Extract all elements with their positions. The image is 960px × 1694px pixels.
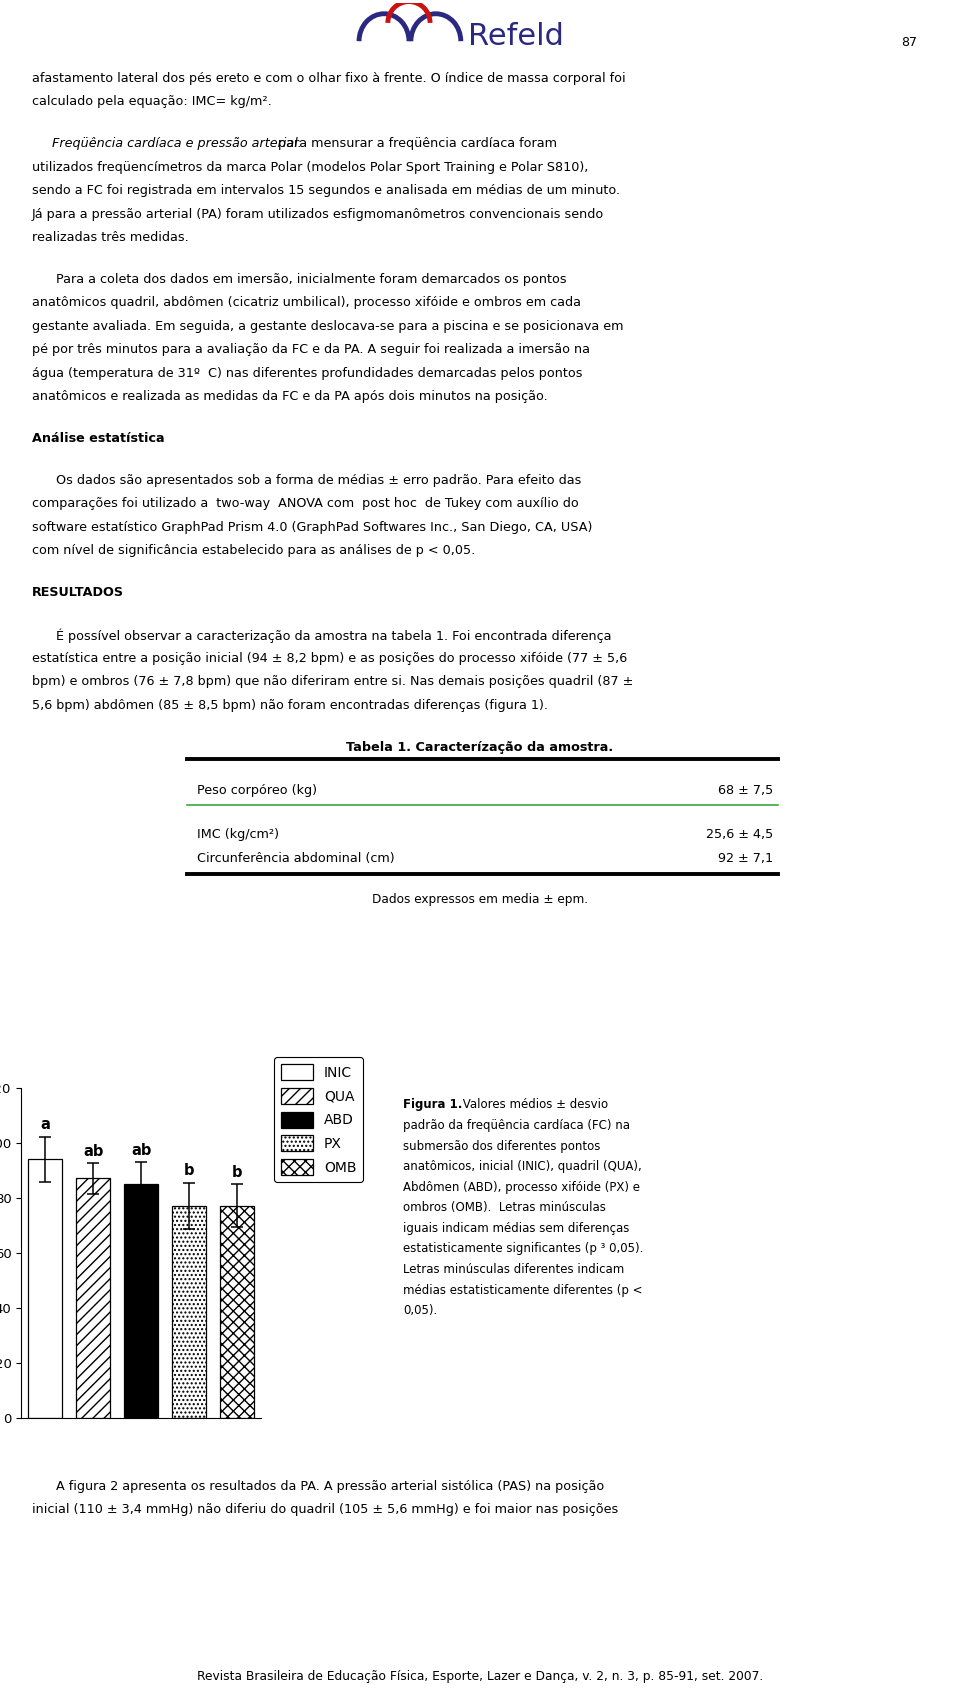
Text: ombros (OMB).  Letras minúsculas: ombros (OMB). Letras minúsculas	[403, 1201, 606, 1215]
Text: Revista Brasileira de Educação Física, Esporte, Lazer e Dança, v. 2, n. 3, p. 85: Revista Brasileira de Educação Física, E…	[197, 1670, 763, 1684]
Bar	[76, 1179, 110, 1418]
Text: Para a coleta dos dados em imersão, inicialmente foram demarcados os pontos: Para a coleta dos dados em imersão, inic…	[32, 273, 566, 286]
Text: 25,6 ± 4,5: 25,6 ± 4,5	[706, 828, 773, 840]
Text: estatisticamente significantes (p ³ 0,05).: estatisticamente significantes (p ³ 0,05…	[403, 1242, 643, 1255]
Text: submersão dos diferentes pontos: submersão dos diferentes pontos	[403, 1140, 601, 1152]
Text: software estatístico GraphPad Prism 4.0 (GraphPad Softwares Inc., San Diego, CA,: software estatístico GraphPad Prism 4.0 …	[32, 520, 592, 534]
Text: Abdômen (ABD), processo xifóide (PX) e: Abdômen (ABD), processo xifóide (PX) e	[403, 1181, 640, 1194]
Text: estatística entre a posição inicial (94 ± 8,2 bpm) e as posições do processo xif: estatística entre a posição inicial (94 …	[32, 652, 627, 664]
Text: iguais indicam médias sem diferenças: iguais indicam médias sem diferenças	[403, 1221, 630, 1235]
Text: anatômicos, inicial (INIC), quadril (QUA),: anatômicos, inicial (INIC), quadril (QUA…	[403, 1160, 642, 1174]
Text: Peso corpóreo (kg): Peso corpóreo (kg)	[197, 784, 317, 796]
Text: médias estatisticamente diferentes (p <: médias estatisticamente diferentes (p <	[403, 1284, 642, 1296]
Text: sendo a FC foi registrada em intervalos 15 segundos e analisada em médias de um : sendo a FC foi registrada em intervalos …	[32, 185, 620, 197]
Text: anatômicos e realizada as medidas da FC e da PA após dois minutos na posição.: anatômicos e realizada as medidas da FC …	[32, 390, 547, 403]
Text: É possível observar a caracterização da amostra na tabela 1. Foi encontrada dife: É possível observar a caracterização da …	[32, 628, 612, 644]
Text: b: b	[184, 1164, 194, 1179]
Legend: INIC, QUA, ABD, PX, OMB: INIC, QUA, ABD, PX, OMB	[274, 1057, 363, 1182]
Text: gestante avaliada. Em seguida, a gestante deslocava-se para a piscina e se posic: gestante avaliada. Em seguida, a gestant…	[32, 320, 623, 332]
Text: IMC (kg/cm²): IMC (kg/cm²)	[197, 828, 278, 840]
Text: pé por três minutos para a avaliação da FC e da PA. A seguir foi realizada a ime: pé por três minutos para a avaliação da …	[32, 344, 589, 356]
Text: Já para a pressão arterial (PA) foram utilizados esfigmomanômetros convencionais: Já para a pressão arterial (PA) foram ut…	[32, 208, 604, 220]
Text: Tabela 1. Caracterízação da amostra.: Tabela 1. Caracterízação da amostra.	[347, 740, 613, 754]
Text: 87: 87	[900, 36, 917, 49]
Text: comparações foi utilizado a  two-way  ANOVA com  post hoc  de Tukey com auxílio : comparações foi utilizado a two-way ANOV…	[32, 498, 579, 510]
Bar	[172, 1206, 206, 1418]
Text: b: b	[232, 1165, 242, 1181]
Text: A figura 2 apresenta os resultados da PA. A pressão arterial sistólica (PAS) na : A figura 2 apresenta os resultados da PA…	[32, 1481, 604, 1492]
Text: Os dados são apresentados sob a forma de médias ± erro padrão. Para efeito das: Os dados são apresentados sob a forma de…	[32, 474, 581, 488]
Text: afastamento lateral dos pés ereto e com o olhar fixo à frente. O índice de massa: afastamento lateral dos pés ereto e com …	[32, 73, 625, 85]
Text: Letras minúsculas diferentes indicam: Letras minúsculas diferentes indicam	[403, 1264, 624, 1276]
Text: calculado pela equação: IMC= kg/m².: calculado pela equação: IMC= kg/m².	[32, 95, 272, 108]
Text: bpm) e ombros (76 ± 7,8 bpm) que não diferiram entre si. Nas demais posições qua: bpm) e ombros (76 ± 7,8 bpm) que não dif…	[32, 676, 633, 688]
Text: 92 ± 7,1: 92 ± 7,1	[718, 852, 773, 866]
Text: Valores médios ± desvio: Valores médios ± desvio	[459, 1098, 608, 1111]
Text: utilizados freqüencímetros da marca Polar (modelos Polar Sport Training e Polar : utilizados freqüencímetros da marca Pola…	[32, 161, 588, 174]
Text: ab: ab	[131, 1143, 152, 1159]
Text: Circunferência abdominal (cm): Circunferência abdominal (cm)	[197, 852, 395, 866]
Text: RESULTADOS: RESULTADOS	[32, 586, 124, 600]
Text: Figura 1.: Figura 1.	[403, 1098, 463, 1111]
Text: anatômicos quadril, abdômen (cicatriz umbilical), processo xifóide e ombros em c: anatômicos quadril, abdômen (cicatriz um…	[32, 296, 581, 310]
Text: padrão da freqüência cardíaca (FC) na: padrão da freqüência cardíaca (FC) na	[403, 1120, 630, 1132]
Bar	[28, 1159, 62, 1418]
Bar	[220, 1206, 254, 1418]
Text: 5,6 bpm) abdômen (85 ± 8,5 bpm) não foram encontradas diferenças (figura 1).: 5,6 bpm) abdômen (85 ± 8,5 bpm) não fora…	[32, 698, 547, 711]
Text: inicial (110 ± 3,4 mmHg) não diferiu do quadril (105 ± 5,6 mmHg) e foi maior nas: inicial (110 ± 3,4 mmHg) não diferiu do …	[32, 1503, 618, 1516]
Bar	[124, 1184, 158, 1418]
Text: 0,05).: 0,05).	[403, 1304, 438, 1318]
Text: Dados expressos em media ± epm.: Dados expressos em media ± epm.	[372, 893, 588, 906]
Text: a: a	[40, 1118, 50, 1132]
Text: com nível de significância estabelecido para as análises de p < 0,05.: com nível de significância estabelecido …	[32, 544, 475, 557]
Text: realizadas três medidas.: realizadas três medidas.	[32, 230, 188, 244]
Text: água (temperatura de 31º  C) nas diferentes profundidades demarcadas pelos ponto: água (temperatura de 31º C) nas diferent…	[32, 366, 582, 379]
Text: 68 ± 7,5: 68 ± 7,5	[717, 784, 773, 796]
Text: ab: ab	[83, 1143, 104, 1159]
Text: Refeld: Refeld	[468, 22, 564, 51]
Text: Freqüência cardíaca e pressão arterial:: Freqüência cardíaca e pressão arterial:	[32, 137, 301, 151]
Text: Análise estatística: Análise estatística	[32, 432, 164, 446]
Text: para mensurar a freqüência cardíaca foram: para mensurar a freqüência cardíaca fora…	[274, 137, 557, 151]
